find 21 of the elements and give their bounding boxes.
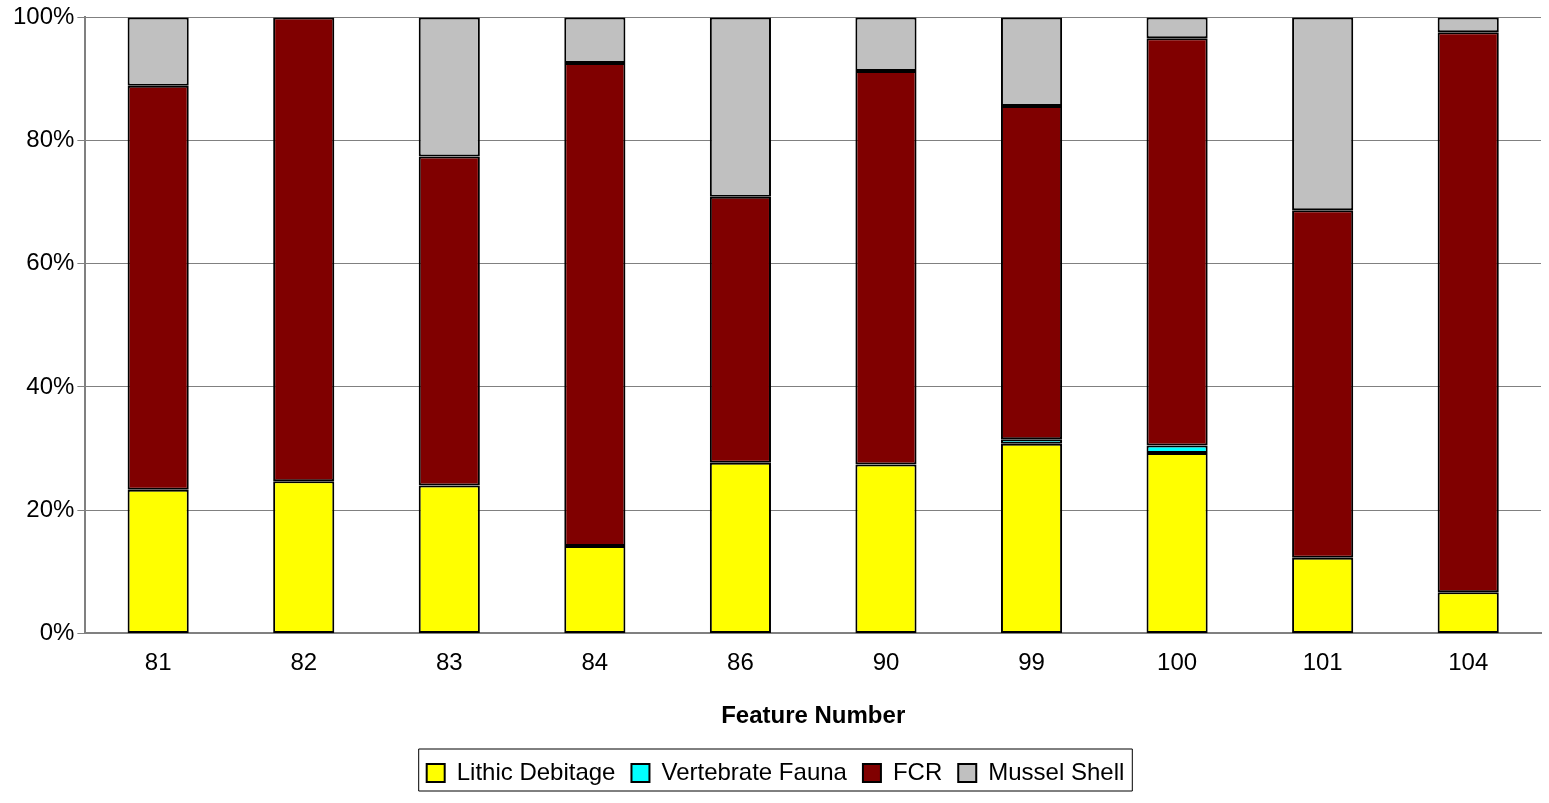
x-tick-label: 90 xyxy=(872,648,900,676)
y-tick-label: 100% xyxy=(12,2,75,30)
y-tick-label: 80% xyxy=(26,125,75,153)
y-tick-label: 40% xyxy=(26,371,75,399)
x-tick-label: 86 xyxy=(727,648,754,676)
legend-label: Mussel Shell xyxy=(988,757,1125,785)
legend-label: Lithic Debitage xyxy=(456,757,616,785)
x-tick-label: 83 xyxy=(435,648,463,676)
x-tick-label: 82 xyxy=(290,648,318,676)
y-tick-label: 60% xyxy=(26,248,75,276)
x-tick-label: 101 xyxy=(1302,648,1343,676)
x-tick-label: 84 xyxy=(581,648,609,676)
x-tick-label: 100 xyxy=(1157,648,1198,676)
legend-label: Vertebrate Fauna xyxy=(661,757,848,785)
x-tick-label: 99 xyxy=(1018,648,1045,676)
y-tick-label: 0% xyxy=(39,618,75,646)
x-tick-label: 81 xyxy=(144,648,172,676)
legend-label: FCR xyxy=(892,757,943,785)
x-tick-label: 104 xyxy=(1448,648,1489,676)
x-axis-title: Feature Number xyxy=(721,701,906,729)
y-tick-label: 20% xyxy=(26,494,75,522)
